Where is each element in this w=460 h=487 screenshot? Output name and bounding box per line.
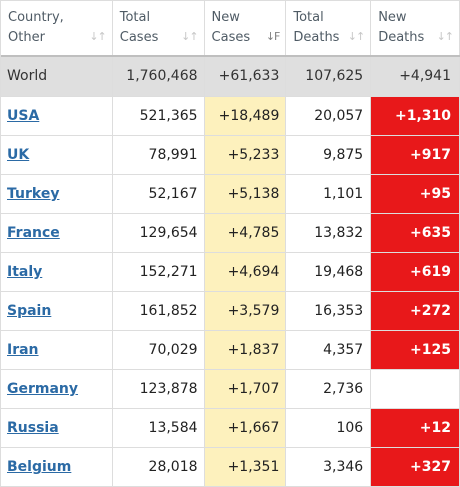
- header-new-deaths-line2: Deaths: [378, 30, 425, 45]
- country-cell: Turkey: [1, 175, 113, 213]
- header-total-cases-line1: Total: [119, 10, 151, 25]
- country-link[interactable]: Belgium: [7, 459, 72, 475]
- header-total-deaths[interactable]: Total Deaths ↓↑: [286, 1, 372, 55]
- new-cases-cell: +1,667: [204, 409, 287, 447]
- country-link[interactable]: UK: [7, 147, 30, 163]
- total-deaths-cell: 3,346: [286, 448, 372, 486]
- sort-icon[interactable]: ↓↑: [181, 30, 198, 43]
- total-deaths-cell: 2,736: [286, 370, 372, 408]
- new-cases-cell: +3,579: [204, 292, 287, 330]
- new-cases-cell: +5,233: [204, 136, 287, 174]
- header-country-line2: Other: [8, 30, 45, 45]
- total-cases-cell: 52,167: [113, 175, 205, 213]
- new-deaths-cell: +95: [371, 175, 460, 213]
- country-cell: Belgium: [1, 448, 113, 486]
- total-cases-cell: 161,852: [113, 292, 205, 330]
- world-total-deaths: 107,625: [286, 57, 372, 96]
- new-deaths-cell: +125: [371, 331, 460, 369]
- new-deaths-cell: +327: [371, 448, 460, 486]
- new-deaths-cell: +635: [371, 214, 460, 252]
- sort-icon[interactable]: ↓↑: [347, 30, 365, 43]
- new-cases-cell: +1,351: [204, 448, 287, 486]
- total-deaths-cell: 19,468: [286, 253, 372, 291]
- country-link[interactable]: Spain: [7, 303, 52, 319]
- world-label: World: [1, 57, 113, 96]
- sort-icon[interactable]: ↓↑: [89, 30, 106, 43]
- new-deaths-cell: +619: [371, 253, 460, 291]
- country-cell: Italy: [1, 253, 113, 291]
- new-deaths-cell: +272: [371, 292, 460, 330]
- total-deaths-cell: 20,057: [286, 97, 372, 135]
- world-new-deaths: +4,941: [371, 57, 460, 96]
- sort-icon[interactable]: ↓↑: [436, 30, 454, 43]
- country-cell: UK: [1, 136, 113, 174]
- new-deaths-cell: +12: [371, 409, 460, 447]
- new-cases-cell: +4,694: [204, 253, 287, 291]
- header-total-cases-line2: Cases: [119, 30, 159, 45]
- new-cases-cell: +18,489: [204, 97, 287, 135]
- country-link[interactable]: Germany: [7, 381, 79, 397]
- total-deaths-cell: 106: [286, 409, 372, 447]
- table-header: Country, Other ↓↑ Total Cases ↓↑ New Cas…: [1, 0, 460, 57]
- total-deaths-cell: 13,832: [286, 214, 372, 252]
- table-row: Italy 152,271 +4,694 19,468 +619: [1, 253, 460, 292]
- country-cell: Spain: [1, 292, 113, 330]
- sort-desc-icon[interactable]: ↓F: [265, 30, 281, 43]
- country-cell: Iran: [1, 331, 113, 369]
- table-row: France 129,654 +4,785 13,832 +635: [1, 214, 460, 253]
- country-cell: Russia: [1, 409, 113, 447]
- header-total-cases[interactable]: Total Cases ↓↑: [113, 1, 205, 55]
- new-cases-cell: +5,138: [204, 175, 287, 213]
- total-cases-cell: 129,654: [113, 214, 205, 252]
- header-new-cases[interactable]: New Cases ↓F: [205, 1, 287, 55]
- header-total-deaths-line2: Deaths: [293, 30, 340, 45]
- new-cases-cell: +1,837: [204, 331, 287, 369]
- header-new-cases-line1: New: [211, 10, 240, 25]
- country-link[interactable]: USA: [7, 108, 40, 124]
- table-row: USA 521,365 +18,489 20,057 +1,310: [1, 97, 460, 136]
- header-new-cases-line2: Cases: [211, 30, 251, 45]
- total-cases-cell: 152,271: [113, 253, 205, 291]
- new-deaths-cell: +917: [371, 136, 460, 174]
- table-row: Iran 70,029 +1,837 4,357 +125: [1, 331, 460, 370]
- new-deaths-cell: +1,310: [371, 97, 460, 135]
- total-deaths-cell: 9,875: [286, 136, 372, 174]
- country-link[interactable]: Italy: [7, 264, 43, 280]
- table-row: Russia 13,584 +1,667 106 +12: [1, 409, 460, 448]
- table-row: Turkey 52,167 +5,138 1,101 +95: [1, 175, 460, 214]
- total-deaths-cell: 1,101: [286, 175, 372, 213]
- table-row: Spain 161,852 +3,579 16,353 +272: [1, 292, 460, 331]
- country-cell: France: [1, 214, 113, 252]
- table-row: UK 78,991 +5,233 9,875 +917: [1, 136, 460, 175]
- new-cases-cell: +4,785: [204, 214, 287, 252]
- total-cases-cell: 28,018: [113, 448, 205, 486]
- total-cases-cell: 70,029: [113, 331, 205, 369]
- header-new-deaths[interactable]: New Deaths ↓↑: [371, 1, 460, 55]
- country-link[interactable]: Russia: [7, 420, 59, 436]
- total-deaths-cell: 16,353: [286, 292, 372, 330]
- total-cases-cell: 13,584: [113, 409, 205, 447]
- header-new-deaths-line1: New: [378, 10, 407, 25]
- country-link[interactable]: Iran: [7, 342, 39, 358]
- world-new-cases: +61,633: [205, 57, 287, 96]
- total-cases-cell: 521,365: [113, 97, 205, 135]
- country-cell: Germany: [1, 370, 113, 408]
- world-row: World 1,760,468 +61,633 107,625 +4,941: [1, 57, 460, 97]
- country-link[interactable]: Turkey: [7, 186, 60, 202]
- total-deaths-cell: 4,357: [286, 331, 372, 369]
- table-row: Belgium 28,018 +1,351 3,346 +327: [1, 448, 460, 487]
- country-link[interactable]: France: [7, 225, 60, 241]
- new-deaths-cell: [371, 370, 460, 408]
- header-total-deaths-line1: Total: [293, 10, 324, 25]
- country-cell: USA: [1, 97, 113, 135]
- total-cases-cell: 78,991: [113, 136, 205, 174]
- table-row: Germany 123,878 +1,707 2,736: [1, 370, 460, 409]
- header-country[interactable]: Country, Other ↓↑: [1, 1, 113, 55]
- total-cases-cell: 123,878: [113, 370, 205, 408]
- header-country-line1: Country,: [8, 10, 64, 25]
- world-total-cases: 1,760,468: [113, 57, 205, 96]
- new-cases-cell: +1,707: [204, 370, 287, 408]
